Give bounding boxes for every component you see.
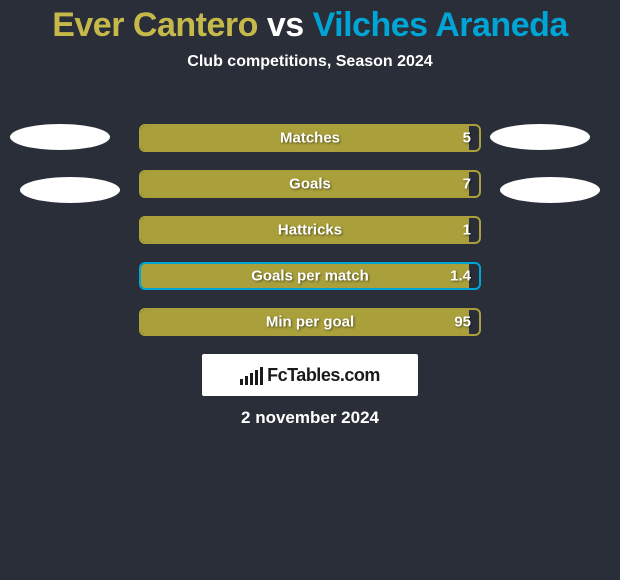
stat-bar: Min per goal 95 [139, 308, 481, 336]
stat-bar-value: 5 [463, 130, 471, 147]
avatar-right-2 [500, 177, 600, 203]
stat-bar-label: Matches [280, 130, 340, 147]
subtitle: Club competitions, Season 2024 [0, 53, 620, 71]
stat-bars: Matches 5 Goals 7 Hattricks 1 Goals per match 1… [139, 124, 481, 354]
stat-bar-label: Min per goal [266, 314, 354, 331]
stat-bar: Goals 7 [139, 170, 481, 198]
avatar-left-2 [20, 177, 120, 203]
title-block: Ever Cantero vs Vilches Araneda Club com… [0, 0, 620, 71]
fctables-logo[interactable]: FcTables.com [202, 354, 418, 396]
stat-bar-label: Goals per match [251, 268, 369, 285]
stat-bar: Matches 5 [139, 124, 481, 152]
logo-text: FcTables.com [267, 365, 380, 386]
stat-bar-value: 1.4 [450, 268, 471, 285]
stat-bar-value: 7 [463, 176, 471, 193]
stat-bar-label: Hattricks [278, 222, 342, 239]
date-line: 2 november 2024 [0, 408, 620, 428]
player1-name: Ever Cantero [52, 6, 258, 44]
player2-name: Vilches Araneda [313, 6, 568, 44]
stat-bar-value: 95 [454, 314, 471, 331]
avatar-right-1 [490, 124, 590, 150]
stat-bar-value: 1 [463, 222, 471, 239]
avatar-left-1 [10, 124, 110, 150]
stat-bar: Goals per match 1.4 [139, 262, 481, 290]
page-title: Ever Cantero vs Vilches Araneda [0, 6, 620, 45]
stat-bar-label: Goals [289, 176, 331, 193]
vs-separator: vs [267, 6, 304, 44]
stat-bar: Hattricks 1 [139, 216, 481, 244]
logo-chart-icon [240, 365, 263, 385]
